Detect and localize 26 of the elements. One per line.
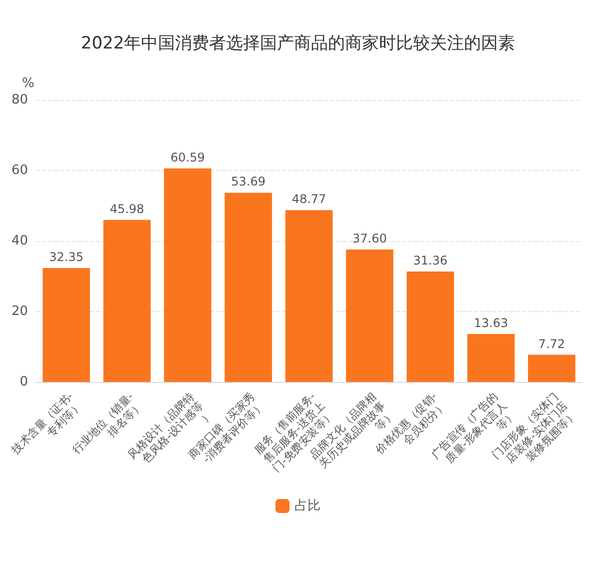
data-label: 13.63 bbox=[474, 316, 508, 330]
bar bbox=[528, 354, 576, 382]
data-label: 32.35 bbox=[49, 250, 84, 264]
y-tick-label: 20 bbox=[11, 304, 28, 319]
y-tick-label: 40 bbox=[11, 234, 28, 248]
bar bbox=[285, 210, 333, 382]
bar bbox=[42, 268, 90, 382]
bar bbox=[224, 192, 272, 382]
bar bbox=[406, 271, 454, 382]
y-axis-title: % bbox=[22, 76, 34, 91]
y-tick-label: 0 bbox=[20, 374, 28, 390]
data-label: 37.60 bbox=[352, 231, 387, 246]
data-label: 7.72 bbox=[538, 336, 566, 351]
y-tick-label: 60 bbox=[11, 163, 28, 178]
bar bbox=[164, 168, 212, 382]
data-label: 31.36 bbox=[413, 253, 448, 268]
data-label: 48.77 bbox=[292, 192, 326, 206]
chart-title: 2022年中国消费者选择国产商品的商家时比较关注的因素 bbox=[80, 34, 516, 54]
y-tick-label: 80 bbox=[11, 92, 28, 108]
data-label: 45.98 bbox=[110, 202, 144, 216]
data-label: 60.59 bbox=[170, 150, 205, 164]
bar bbox=[467, 334, 515, 382]
bar bbox=[103, 220, 151, 382]
data-label: 53.69 bbox=[231, 174, 266, 189]
legend-label: 占比 bbox=[294, 498, 320, 514]
bar bbox=[346, 249, 394, 382]
